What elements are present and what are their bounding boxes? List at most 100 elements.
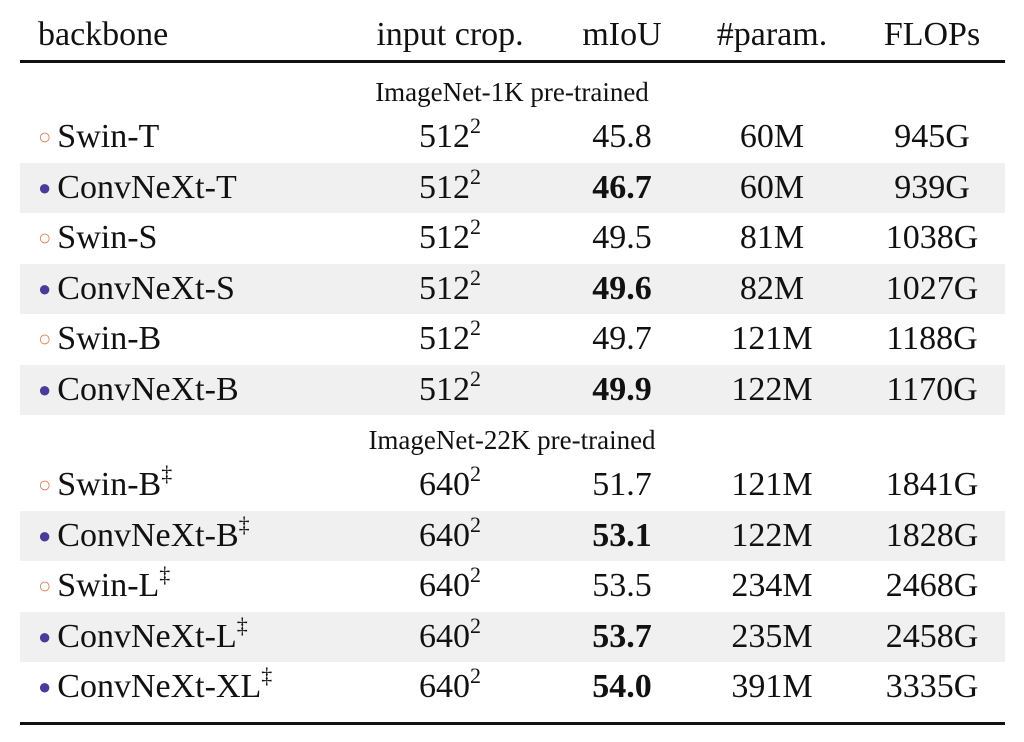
miou-cell: 49.6 (592, 269, 652, 307)
crop-sup: 2 (470, 511, 481, 537)
marker: ● (38, 376, 52, 402)
backbone-cell: ○ Swin-S (38, 213, 157, 263)
crop-sup: 2 (470, 365, 481, 391)
marker: ○ (38, 573, 52, 598)
crop-sup: 2 (470, 612, 481, 638)
miou-cell: 53.5 (592, 567, 652, 604)
crop-cell: 6402 (419, 662, 481, 712)
crop: 640 (419, 617, 470, 655)
crop-sup: 2 (470, 315, 481, 340)
crop-cell: 6402 (419, 511, 481, 561)
miou-cell: 49.5 (592, 219, 652, 256)
miou-cell: 45.8 (592, 118, 652, 155)
params-cell: 121M (731, 466, 813, 503)
row-shade (20, 364, 1005, 415)
backbone-name: ConvNeXt-L (57, 617, 237, 655)
crop-sup: 2 (470, 461, 481, 486)
crop-cell: 5122 (419, 112, 481, 162)
backbone-name: ConvNeXt-B (57, 370, 239, 408)
crop: 512 (419, 320, 470, 357)
backbone-name: ConvNeXt-S (57, 269, 235, 307)
miou-cell: 51.7 (592, 466, 652, 503)
flops-cell: 1841G (885, 466, 979, 503)
flops-cell: 1188G (886, 320, 978, 357)
header-cell: mIoU (582, 16, 662, 53)
miou-cell: 53.7 (592, 617, 652, 655)
backbone-cell: ○ Swin-B (38, 314, 161, 364)
params-cell: 234M (731, 567, 813, 604)
backbone-name: Swin-B (57, 466, 162, 503)
header-cell: FLOPs (883, 16, 981, 53)
backbone-name: Swin-L (57, 567, 160, 604)
crop-sup: 2 (470, 163, 481, 189)
crop-cell: 5122 (419, 264, 481, 314)
backbone-sup: ‡ (161, 461, 173, 486)
marker: ● (38, 623, 52, 649)
params-cell: 82M (739, 269, 805, 307)
params-cell: 81M (739, 219, 805, 256)
backbone-sup: ‡ (236, 612, 248, 638)
header-cell: backbone (38, 16, 169, 53)
miou-cell: 46.7 (592, 168, 652, 206)
crop: 640 (419, 516, 470, 554)
flops-cell: 1170G (886, 370, 978, 408)
crop-cell: 6402 (419, 561, 481, 611)
marker: ○ (38, 326, 52, 351)
backbone-cell: ○ Swin-T (38, 112, 159, 162)
crop-sup: 2 (470, 264, 481, 290)
flops-cell: 1038G (885, 219, 979, 256)
crop: 512 (419, 168, 470, 206)
marker: ○ (38, 225, 52, 250)
backbone-name: Swin-T (57, 118, 160, 155)
crop-sup: 2 (470, 113, 481, 138)
crop: 640 (419, 668, 470, 705)
marker: ● (38, 174, 52, 200)
marker: ○ (38, 472, 52, 497)
params-cell: 391M (731, 668, 813, 705)
section-title: ImageNet-1K pre-trained (375, 77, 649, 107)
crop: 640 (419, 567, 470, 604)
backbone-cell: ● ConvNeXt-B‡ (38, 511, 250, 561)
params-cell: 60M (739, 168, 805, 206)
backbone-cell: ○ Swin-B‡ (38, 460, 172, 510)
params-cell: 122M (731, 370, 813, 408)
backbone-cell: ● ConvNeXt-XL‡ (38, 662, 272, 712)
params-cell: 60M (739, 118, 805, 155)
crop-cell: 5122 (419, 365, 481, 415)
crop: 512 (419, 219, 470, 256)
flops-cell: 945G (894, 118, 970, 155)
crop: 512 (419, 269, 470, 307)
crop-cell: 5122 (419, 163, 481, 213)
crop: 512 (419, 370, 470, 408)
section-title: ImageNet-22K pre-trained (368, 425, 656, 455)
crop: 512 (419, 118, 470, 155)
crop: 640 (419, 466, 470, 503)
marker: ○ (38, 124, 52, 149)
miou-cell: 54.0 (592, 668, 652, 705)
backbone-name: ConvNeXt-XL (57, 668, 262, 705)
marker: ● (38, 674, 52, 699)
backbone-name: ConvNeXt-B (57, 516, 239, 554)
params-cell: 235M (731, 617, 813, 655)
top-rule (20, 60, 1005, 63)
crop-cell: 6402 (419, 460, 481, 510)
backbone-name: ConvNeXt-T (57, 168, 237, 206)
backbone-name: Swin-B (57, 320, 162, 357)
backbone-sup: ‡ (261, 663, 273, 688)
flops-cell: 1828G (885, 516, 979, 554)
crop-cell: 5122 (419, 314, 481, 364)
backbone-cell: ○ Swin-L‡ (38, 561, 170, 611)
header-cell: input crop. (376, 16, 524, 53)
flops-cell: 2458G (885, 617, 979, 655)
backbone-cell: ● ConvNeXt-B (38, 365, 239, 415)
backbone-name: Swin-S (57, 219, 158, 256)
backbone-cell: ● ConvNeXt-L‡ (38, 612, 248, 662)
crop-cell: 6402 (419, 612, 481, 662)
row-shade (20, 263, 1005, 314)
row-shade (20, 510, 1005, 561)
marker: ● (38, 275, 52, 301)
params-cell: 121M (731, 320, 813, 357)
marker: ● (38, 522, 52, 548)
miou-cell: 53.1 (592, 516, 652, 554)
